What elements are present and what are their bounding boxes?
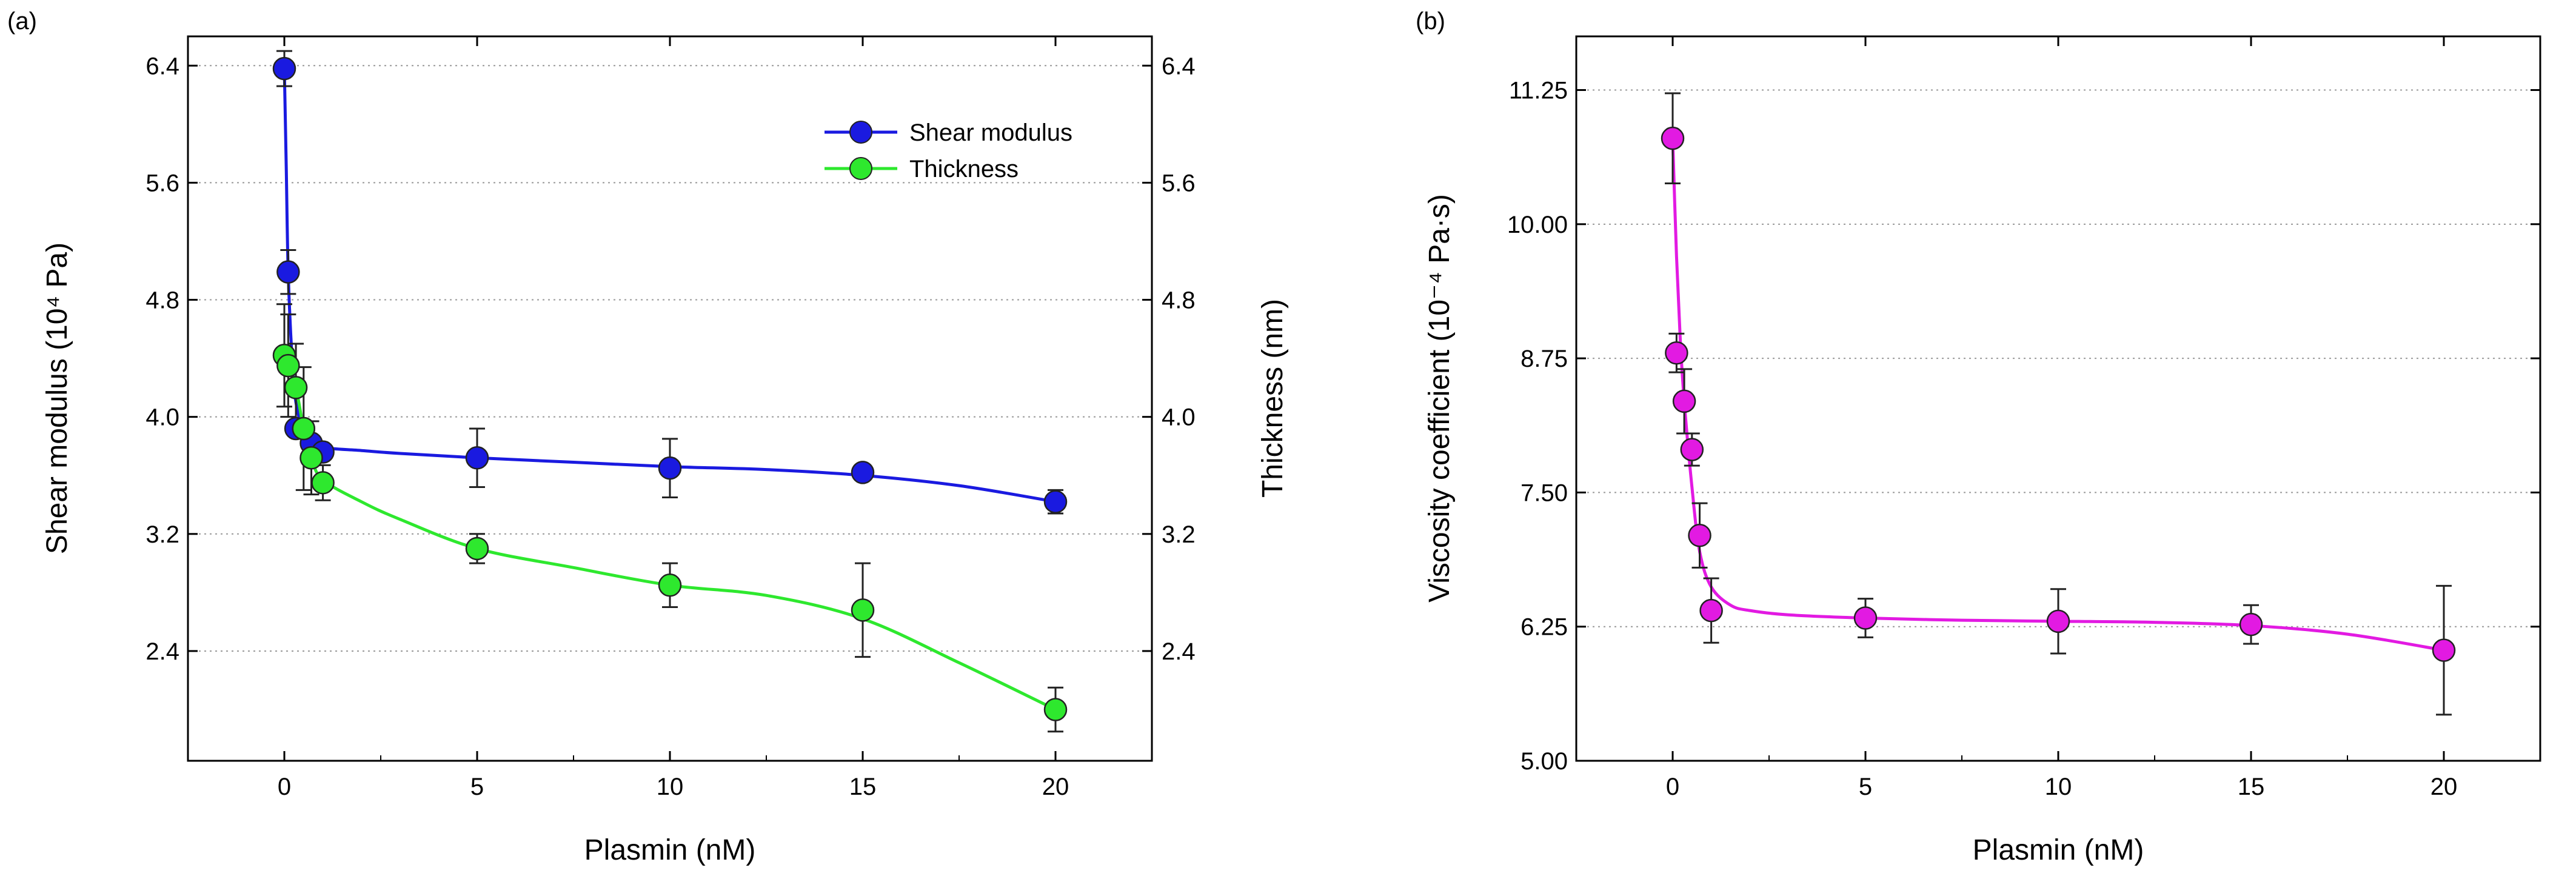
b-y-tick-label-1: 6.25 [1521, 614, 1568, 641]
b-point-viscosity-coefficient [1661, 126, 1685, 150]
b-point-viscosity-coefficient [1680, 438, 1704, 461]
panel-a-gridlines [188, 65, 1152, 652]
a-point-shear-modulus [276, 260, 300, 284]
a-x-tick-label-4: 20 [1042, 774, 1069, 800]
panel-b-label: (b) [1416, 8, 1445, 35]
panel-a-y-axis-label: Shear modulus (10⁴ Pa) [41, 242, 73, 554]
b-x-tick-label-3: 15 [2238, 774, 2265, 800]
a-x-tick-label-3: 15 [849, 774, 877, 800]
panel-b-x-axis-label: Plasmin (nM) [1973, 834, 2144, 866]
a-point-thickness [276, 353, 300, 378]
a-point-thickness [465, 536, 489, 561]
a-y2-tick-label-4: 5.6 [1162, 170, 1196, 196]
a-point-thickness [1043, 698, 1068, 721]
panel-a-y2-ticks: 2.4 3.2 4.0 4.8 5.6 6.4 [1142, 53, 1196, 665]
a-point-shear-modulus [851, 461, 875, 484]
panel-a-y2-axis-label: Thickness (nm) [1257, 299, 1289, 498]
a-y2-tick-label-3: 4.8 [1162, 287, 1196, 314]
a-y-tick-label-4: 5.6 [146, 170, 179, 196]
a-y2-tick-label-1: 3.2 [1162, 521, 1196, 548]
panel-a-y-ticks: 2.4 3.2 4.0 4.8 5.6 6.4 [146, 53, 198, 665]
b-y-tick-label-5: 11.25 [1509, 78, 1568, 104]
panel-a-x-ticks: 0 5 10 15 20 [278, 36, 1069, 800]
legend-label-thickness: Thickness [909, 156, 1019, 182]
panel-b-points [1661, 126, 2456, 662]
legend-marker-shear-modulus [849, 121, 872, 144]
a-point-shear-modulus [658, 456, 682, 480]
panel-a-x-axis-label: Plasmin (nM) [584, 834, 756, 866]
a-fit-line-thickness [283, 355, 1057, 711]
panel-a-legend: Shear modulus Thickness [825, 119, 1072, 182]
a-point-thickness [284, 376, 308, 399]
legend-marker-thickness [849, 157, 872, 180]
b-point-viscosity-coefficient [2432, 638, 2456, 662]
panel-b-fit-lines [1671, 138, 2444, 652]
a-y-tick-label-0: 2.4 [146, 638, 179, 665]
a-y-tick-label-2: 4.0 [146, 404, 179, 431]
b-x-tick-label-0: 0 [1666, 774, 1679, 800]
a-x-tick-label-2: 10 [657, 774, 684, 800]
panel-b-gridlines [1576, 89, 2540, 627]
a-x-tick-label-1: 5 [470, 774, 484, 800]
a-point-thickness [292, 416, 316, 441]
b-x-tick-label-1: 5 [1859, 774, 1872, 800]
b-y-tick-label-4: 10.00 [1507, 212, 1568, 238]
a-fit-line-shear-modulus [283, 69, 1056, 504]
b-point-viscosity-coefficient [1672, 389, 1696, 413]
panel-a-label: (a) [7, 8, 37, 35]
a-y2-tick-label-0: 2.4 [1162, 638, 1196, 665]
a-point-shear-modulus [1043, 490, 1068, 513]
b-fit-line-viscosity-coefficient [1671, 138, 2444, 652]
a-x-tick-label-0: 0 [278, 774, 291, 800]
b-x-tick-label-2: 10 [2045, 774, 2072, 800]
panel-b-x-ticks: 0 5 10 15 20 [1666, 36, 2457, 800]
panel-b: (b) 0 5 10 15 20 5.006.257.508.7510.0011.25 … [1416, 8, 2541, 866]
a-point-thickness [311, 471, 335, 495]
a-y-tick-label-1: 3.2 [146, 521, 179, 548]
a-y2-tick-label-2: 4.0 [1162, 404, 1196, 431]
a-point-thickness [299, 446, 323, 470]
b-point-viscosity-coefficient [2239, 612, 2263, 637]
a-y-tick-label-3: 4.8 [146, 287, 179, 314]
a-y-tick-label-5: 6.4 [146, 53, 179, 79]
b-y-tick-label-3: 8.75 [1521, 346, 1568, 372]
b-y-tick-label-0: 5.00 [1521, 748, 1568, 775]
b-point-viscosity-coefficient [2046, 609, 2070, 633]
a-point-thickness [851, 598, 875, 622]
a-point-shear-modulus [272, 56, 296, 81]
a-point-thickness [658, 573, 682, 597]
b-point-viscosity-coefficient [1853, 606, 1878, 630]
a-y2-tick-label-5: 6.4 [1162, 53, 1196, 79]
b-x-tick-label-4: 20 [2430, 774, 2458, 800]
panel-b-y-axis-label: Viscosity coefficient (10⁻⁴ Pa·s) [1423, 194, 1456, 603]
b-point-viscosity-coefficient [1688, 523, 1711, 547]
b-point-viscosity-coefficient [1665, 341, 1688, 365]
panel-a: (a) 0 5 10 15 20 2.4 3.2 4.0 4.8 5.6 6.4 2.4 3.2 4.… [7, 8, 1289, 866]
b-y-tick-label-2: 7.50 [1521, 480, 1568, 506]
a-point-shear-modulus [465, 446, 489, 470]
b-point-viscosity-coefficient [1699, 598, 1723, 623]
panel-b-y-ticks: 5.00 6.25 7.50 8.75 10.00 11.25 [1507, 78, 2540, 775]
panel-a-points [272, 56, 1068, 721]
legend-label-shear-modulus: Shear modulus [909, 119, 1072, 146]
panel-a-error-bars [276, 50, 1063, 733]
